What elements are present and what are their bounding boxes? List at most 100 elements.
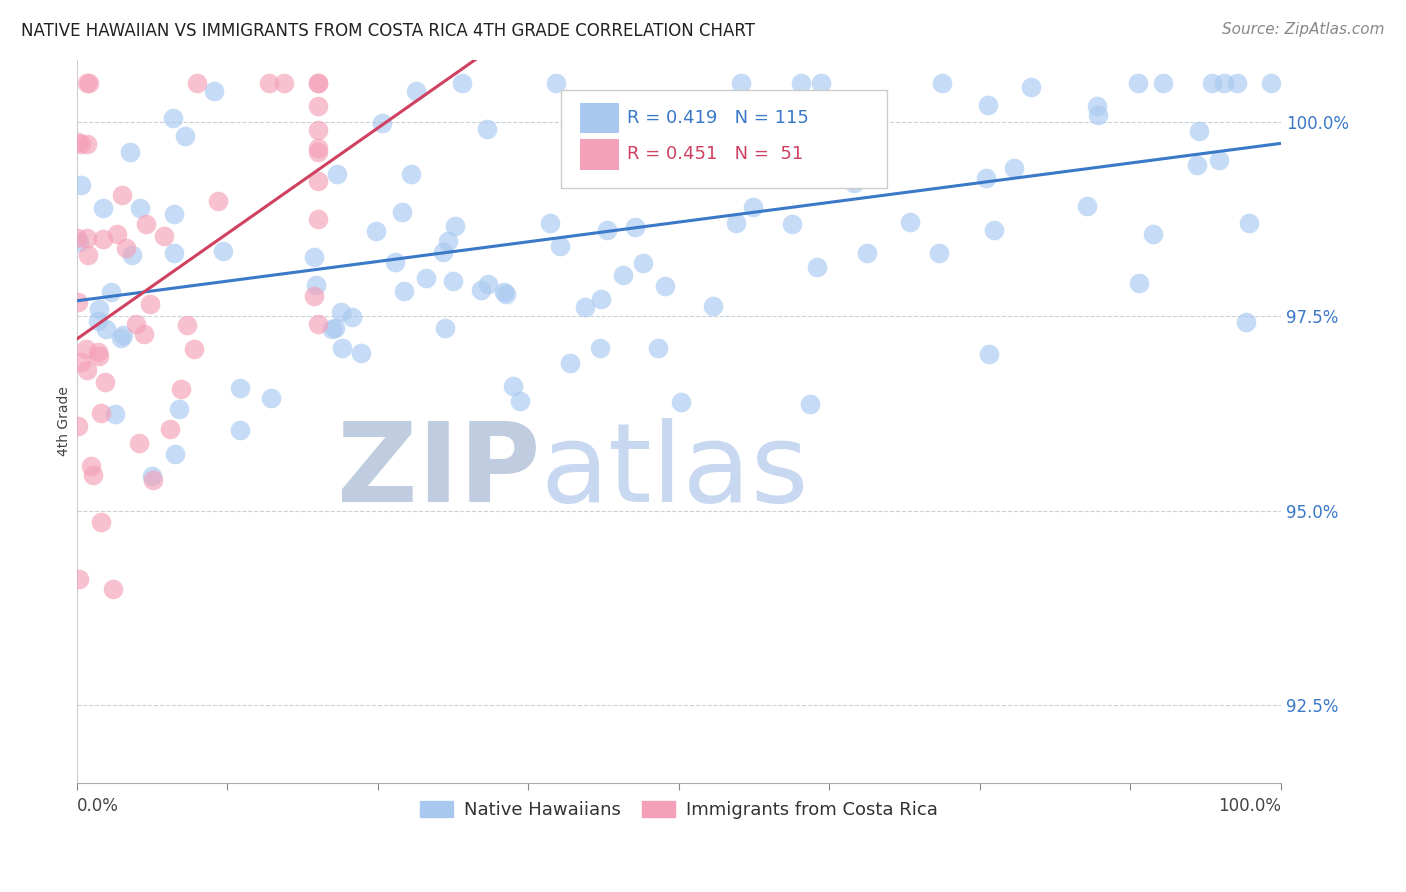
Point: [273, 76, 295, 90]
Point: [477, 277, 499, 292]
Point: [170, 382, 193, 396]
Point: [174, 129, 197, 144]
Point: [176, 318, 198, 332]
Point: [1234, 315, 1257, 329]
Text: NATIVE HAWAIIAN VS IMMIGRANTS FROM COSTA RICA 4TH GRADE CORRELATION CHART: NATIVE HAWAIIAN VS IMMIGRANTS FROM COSTA…: [21, 22, 755, 40]
Point: [202, 84, 225, 98]
FancyBboxPatch shape: [561, 90, 887, 188]
Point: [437, 235, 460, 249]
Point: [332, 341, 354, 355]
Point: [977, 97, 1000, 112]
Point: [82, 468, 104, 483]
Point: [1142, 227, 1164, 241]
Point: [307, 76, 329, 90]
Point: [212, 244, 235, 259]
Point: [652, 112, 675, 127]
Point: [1085, 99, 1108, 113]
Point: [716, 97, 738, 112]
Point: [325, 321, 347, 335]
Point: [111, 187, 134, 202]
Point: [94, 376, 117, 390]
Text: Source: ZipAtlas.com: Source: ZipAtlas.com: [1222, 22, 1385, 37]
Point: [307, 76, 329, 90]
Point: [492, 285, 515, 300]
Point: [669, 395, 692, 409]
Point: [1237, 216, 1260, 230]
Point: [432, 244, 454, 259]
Point: [159, 422, 181, 436]
Point: [152, 228, 174, 243]
Point: [443, 219, 465, 234]
Point: [325, 167, 347, 181]
Point: [860, 113, 883, 128]
Point: [101, 582, 124, 596]
Point: [163, 246, 186, 260]
Point: [80, 458, 103, 473]
Point: [66, 294, 89, 309]
Point: [977, 347, 1000, 361]
Point: [1225, 76, 1247, 90]
Point: [162, 112, 184, 126]
Point: [302, 289, 325, 303]
Point: [89, 301, 111, 316]
Point: [141, 469, 163, 483]
Point: [596, 222, 619, 236]
Point: [94, 322, 117, 336]
Point: [79, 76, 101, 90]
Point: [207, 194, 229, 208]
FancyBboxPatch shape: [581, 139, 619, 169]
Point: [654, 279, 676, 293]
Point: [658, 159, 681, 173]
Point: [631, 256, 654, 270]
Point: [66, 418, 89, 433]
Point: [394, 284, 416, 298]
Point: [307, 122, 329, 136]
Point: [307, 174, 329, 188]
Point: [110, 330, 132, 344]
Point: [229, 381, 252, 395]
Point: [983, 223, 1005, 237]
Point: [342, 310, 364, 325]
Point: [307, 99, 329, 113]
Point: [87, 314, 110, 328]
Point: [76, 76, 98, 90]
Point: [120, 145, 142, 160]
Point: [76, 362, 98, 376]
Point: [862, 157, 884, 171]
Point: [495, 287, 517, 301]
Point: [433, 320, 456, 334]
Point: [1212, 76, 1234, 90]
Point: [1152, 76, 1174, 90]
Point: [135, 217, 157, 231]
Point: [307, 211, 329, 226]
Point: [1208, 153, 1230, 168]
Point: [842, 176, 865, 190]
Point: [509, 393, 531, 408]
Point: [69, 136, 91, 151]
Point: [163, 207, 186, 221]
Point: [647, 341, 669, 355]
Point: [664, 169, 686, 183]
Point: [477, 122, 499, 136]
Point: [91, 232, 114, 246]
Point: [100, 285, 122, 300]
Point: [183, 342, 205, 356]
Text: R = 0.451   N =  51: R = 0.451 N = 51: [627, 145, 803, 163]
Point: [87, 349, 110, 363]
Point: [104, 407, 127, 421]
Point: [307, 318, 329, 332]
FancyBboxPatch shape: [581, 103, 619, 134]
Point: [415, 270, 437, 285]
Point: [405, 84, 427, 98]
Point: [898, 214, 921, 228]
Point: [574, 300, 596, 314]
Point: [1087, 108, 1109, 122]
Point: [799, 397, 821, 411]
Point: [90, 515, 112, 529]
Point: [589, 341, 612, 355]
Point: [138, 296, 160, 310]
Point: [974, 171, 997, 186]
Point: [229, 423, 252, 437]
Point: [350, 346, 373, 360]
Point: [111, 327, 134, 342]
